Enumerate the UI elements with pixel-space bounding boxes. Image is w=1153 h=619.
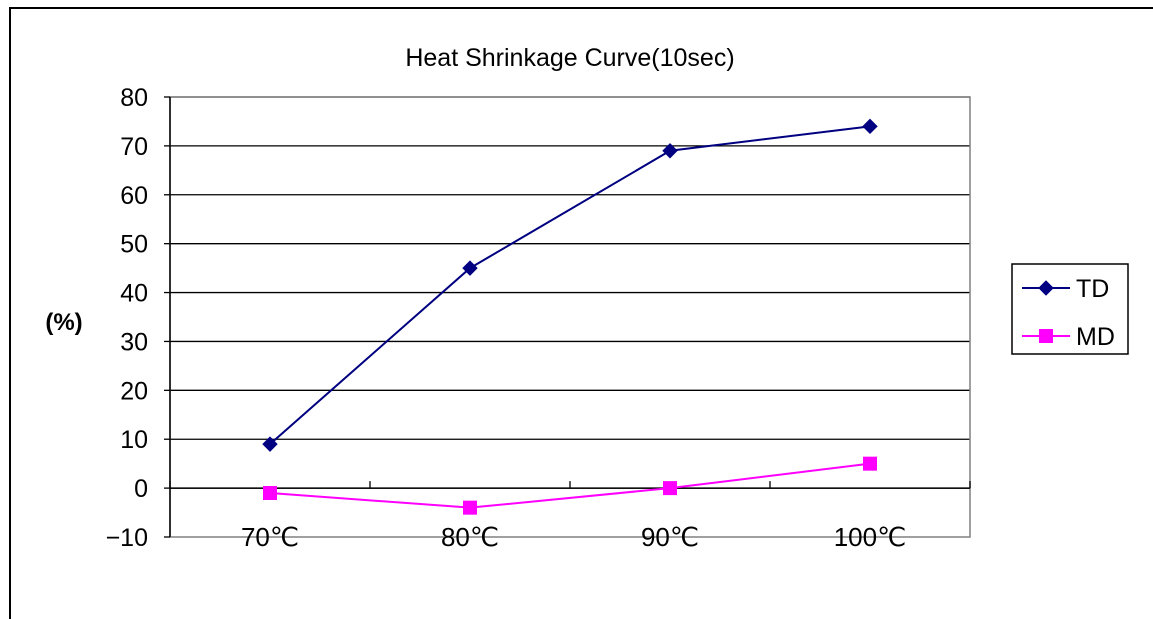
plot-background — [170, 97, 970, 537]
y-tick-label: 10 — [120, 426, 148, 454]
data-point-md — [263, 486, 277, 500]
data-point-md — [863, 456, 877, 471]
legend: TD MD — [1011, 263, 1129, 355]
legend-label-td: TD — [1076, 275, 1109, 303]
data-point-td — [262, 436, 278, 452]
data-point-md — [663, 481, 677, 496]
data-point-td — [862, 118, 878, 135]
data-point-td — [662, 143, 678, 159]
x-tick-label: 70℃ — [241, 522, 299, 552]
y-tick-label: 50 — [120, 231, 148, 259]
x-tick-label: 80℃ — [441, 522, 499, 552]
x-tick-label: 100℃ — [834, 522, 907, 552]
series-line-md — [269, 462, 871, 509]
y-tick-label: 30 — [120, 328, 148, 356]
series-line-td — [269, 125, 871, 445]
y-tick-label: −10 — [106, 524, 148, 552]
x-tick-label: 90℃ — [641, 522, 699, 552]
y-tick-label: 80 — [120, 84, 148, 112]
legend-items: TD MD — [1022, 275, 1115, 351]
legend-label-md: MD — [1076, 323, 1115, 351]
y-tick-label: 70 — [120, 133, 148, 161]
y-tick-label: 60 — [120, 182, 148, 210]
legend-marker-md — [1039, 329, 1053, 343]
y-tick-label: 40 — [120, 280, 148, 308]
data-point-md — [463, 500, 477, 515]
y-axis-label: (%) — [45, 309, 82, 336]
legend-marker-td — [1038, 280, 1054, 296]
y-tick-label: 0 — [134, 475, 148, 503]
y-tick-label: 20 — [120, 377, 148, 405]
data-point-td — [462, 260, 478, 276]
plot-area: −10 0 10 20 30 40 50 60 70 80 70℃ 80℃ 90℃ 100℃ — [106, 84, 971, 552]
chart-title: Heat Shrinkage Curve(10sec) — [405, 44, 734, 72]
legend-box — [1011, 263, 1129, 355]
